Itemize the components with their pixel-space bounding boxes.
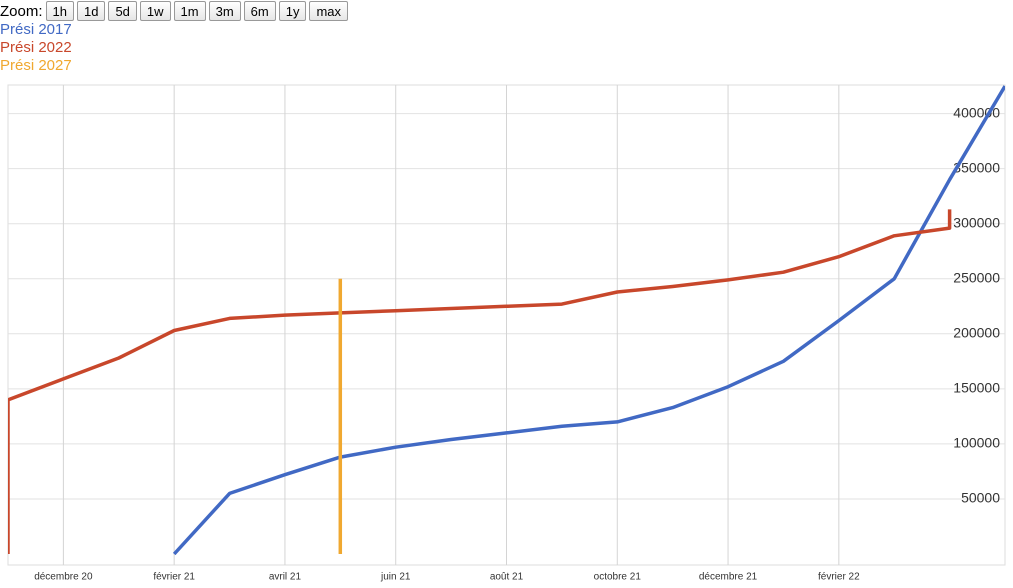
y-tick-label: 50000 — [961, 490, 1000, 506]
x-tick-label: février 22 — [818, 572, 860, 583]
zoom-button[interactable]: 1m — [173, 1, 206, 21]
legend-entry: Prési 2017 — [0, 21, 72, 38]
y-tick-label: 150000 — [953, 380, 1000, 396]
y-tick-label: 100000 — [953, 435, 1000, 451]
legend-entry: Prési 2027 — [0, 57, 72, 74]
series-line — [8, 209, 952, 554]
x-tick-label: août 21 — [490, 572, 524, 583]
zoom-label: Zoom: — [0, 2, 43, 20]
zoom-button[interactable]: 1h — [45, 1, 74, 21]
x-tick-label: juin 21 — [380, 572, 411, 583]
zoom-button[interactable]: 3m — [208, 1, 241, 21]
zoom-button[interactable]: 6m — [243, 1, 276, 21]
x-tick-label: décembre 21 — [699, 572, 758, 583]
zoom-button[interactable]: max — [309, 1, 349, 21]
x-tick-label: avril 21 — [269, 572, 302, 583]
x-tick-label: décembre 20 — [34, 572, 93, 583]
x-tick-label: octobre 21 — [594, 572, 642, 583]
y-tick-label: 350000 — [953, 159, 1000, 175]
legend-entry: Prési 2022 — [0, 39, 72, 56]
series-group — [8, 85, 1005, 556]
zoom-button[interactable]: 5d — [108, 1, 137, 21]
zoom-bar: Zoom: 1h 1d 5d 1w 1m 3m 6m 1y max — [0, 1, 349, 21]
zoom-button[interactable]: 1y — [278, 1, 307, 21]
zoom-button[interactable]: 1w — [139, 1, 171, 21]
y-tick-label: 250000 — [953, 269, 1000, 285]
y-tick-label: 300000 — [953, 214, 1000, 230]
legend: Prési 2017 Prési 2022 Prési 2027 — [0, 21, 72, 75]
zoom-button[interactable]: 1d — [76, 1, 106, 21]
x-tick-label: février 21 — [153, 572, 195, 583]
y-tick-label: 200000 — [953, 325, 1000, 341]
series-line — [172, 85, 1005, 556]
